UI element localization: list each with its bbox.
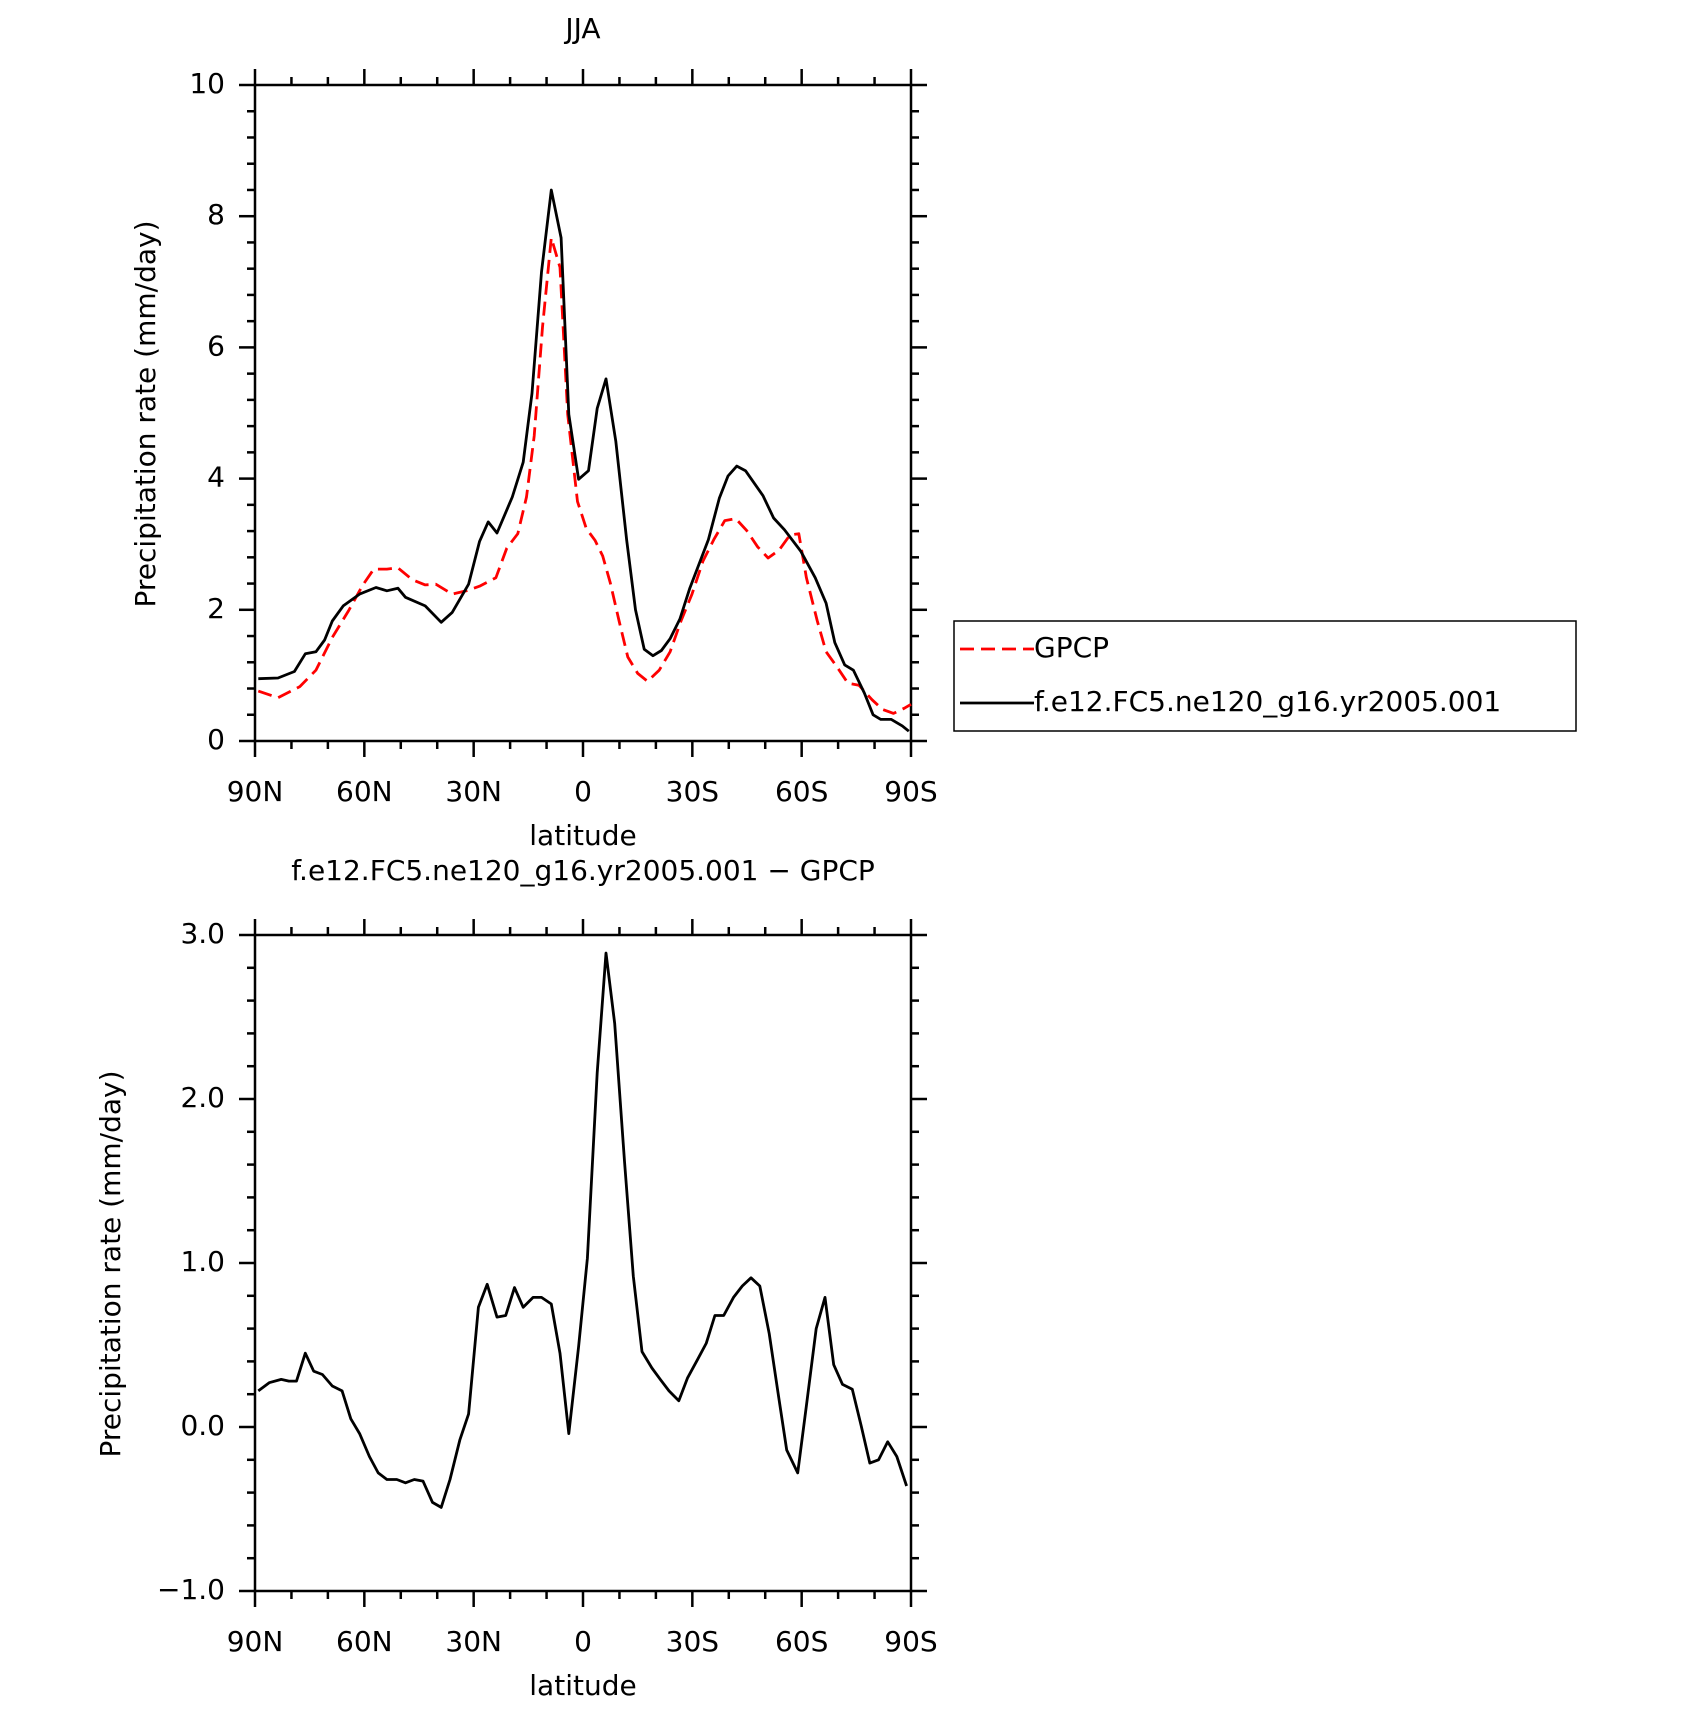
plot-frame [253,933,913,1593]
plot-frame [253,83,913,743]
y-tick-label: 2 [207,592,225,625]
series-line [258,188,910,733]
legend-label: f.e12.FC5.ne120_g16.yr2005.001 [1034,685,1501,718]
x-tick-label: 90N [227,1625,284,1658]
x-tick-label: 30N [445,1625,502,1658]
x-tick-label: 90S [884,1625,937,1658]
y-tick-label: 2.0 [180,1081,225,1114]
x-tick-label: 90N [227,775,284,808]
y-tick-label: 3.0 [180,917,225,950]
y-tick-label: 4 [207,461,225,494]
chart-title: JJA [563,12,600,45]
y-tick-label: 0 [207,723,225,756]
y-tick-label: 0.0 [180,1409,225,1442]
chart-title: f.e12.FC5.ne120_g16.yr2005.001 − GPCP [291,854,875,887]
x-tick-label: 30N [445,775,502,808]
y-tick-label: 8 [207,198,225,231]
x-tick-label: 60S [775,775,828,808]
x-tick-label: 60N [336,1625,393,1658]
x-axis-label: latitude [529,1669,636,1702]
x-axis-label: latitude [529,819,636,852]
x-tick-label: 30S [666,775,719,808]
y-tick-label: −1.0 [157,1573,225,1606]
y-tick-label: 10 [189,67,225,100]
y-tick-label: 1.0 [180,1245,225,1278]
y-tick-label: 6 [207,329,225,362]
x-tick-label: 30S [666,1625,719,1658]
x-tick-label: 0 [574,775,592,808]
series-line [257,236,912,715]
x-tick-label: 60N [336,775,393,808]
series-line [257,951,908,1509]
legend-label: GPCP [1034,631,1109,664]
y-axis-label: Precipitation rate (mm/day) [129,220,162,607]
y-axis-label: Precipitation rate (mm/day) [94,1070,127,1457]
legend-box [953,620,1577,732]
x-tick-label: 90S [884,775,937,808]
x-tick-label: 0 [574,1625,592,1658]
x-tick-label: 60S [775,1625,828,1658]
